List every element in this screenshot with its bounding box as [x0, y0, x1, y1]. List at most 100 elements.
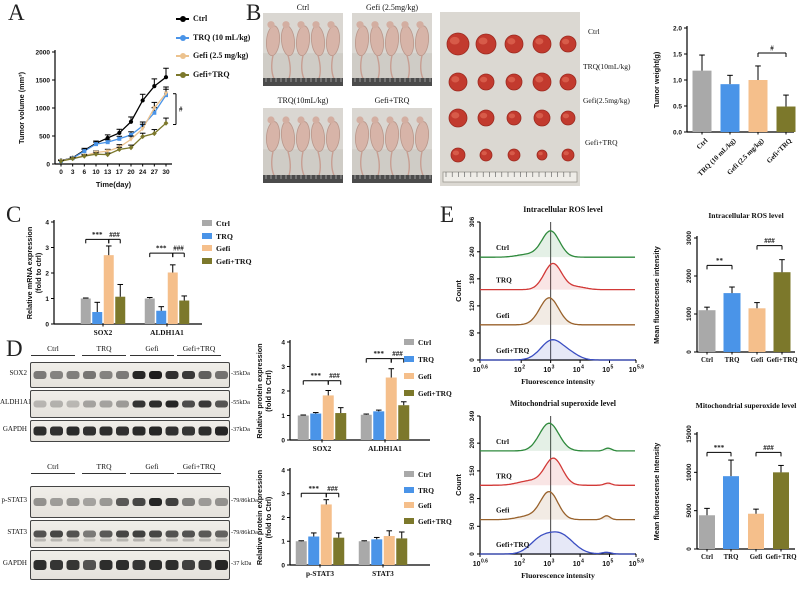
- mouse-photo-gefi: [352, 13, 432, 86]
- svg-text:180: 180: [469, 273, 476, 284]
- svg-text:TRQ: TRQ: [724, 554, 739, 561]
- blot-strip: [30, 362, 230, 388]
- svg-text:10: 10: [92, 169, 100, 176]
- legend-line-marker: [176, 71, 189, 78]
- mouse-photo-ctrl: [263, 13, 343, 86]
- protein-chart2-legend: Ctrl TRQ Gefi Gefi+TRQ: [404, 467, 452, 529]
- svg-text:Mean fluorescense intensity: Mean fluorescense intensity: [652, 245, 661, 344]
- panel-a-label: A: [8, 0, 25, 25]
- svg-text:(fold to ctrl): (fold to ctrl): [34, 252, 43, 293]
- svg-text:1: 1: [45, 296, 49, 303]
- legend-item: TRQ: [404, 483, 452, 499]
- legend-item: TRQ: [404, 351, 452, 368]
- blot-lane-underline: [82, 345, 126, 356]
- svg-text:Gefi: Gefi: [496, 506, 509, 515]
- svg-text:249: 249: [469, 410, 476, 421]
- legend-label: Gefi+TRQ: [418, 389, 452, 398]
- svg-text:***: ***: [714, 444, 725, 452]
- svg-text:Intracellular ROS level: Intracellular ROS level: [523, 205, 603, 214]
- legend-label: Gefi (2.5 mg/kg): [193, 51, 249, 60]
- legend-swatch: [404, 502, 414, 508]
- tumor-row-label-gefi: Gefi(2.5mg/kg): [583, 96, 630, 105]
- legend-label: Ctrl: [418, 470, 432, 479]
- legend-item: Gefi+TRQ: [202, 256, 252, 269]
- svg-text:5.9: 5.9: [637, 559, 644, 565]
- legend-label: Gefi: [418, 372, 432, 381]
- legend-label: TRQ: [418, 485, 435, 495]
- legend-swatch: [202, 257, 212, 264]
- svg-text:###: ###: [763, 444, 774, 452]
- svg-text:(fold to Ctrl): (fold to Ctrl): [264, 496, 273, 538]
- intracellular-ros-histograms: Intracellular ROS level 0 60 120 180 240 306 Co…: [454, 205, 644, 386]
- blot-kda-label: -79/86kDa: [231, 497, 258, 504]
- legend-swatch: [202, 232, 212, 239]
- blot-lane-header: Ctrl: [47, 462, 59, 471]
- svg-text:2: 2: [281, 388, 285, 395]
- blot-lane-header: Gefi: [145, 462, 159, 471]
- blot-strip: [30, 420, 230, 442]
- svg-text:120: 120: [469, 300, 476, 311]
- legend-label: Gefi: [418, 501, 432, 510]
- svg-text:0.5: 0.5: [673, 103, 682, 110]
- mouse-photo-gefitrq: [352, 108, 432, 183]
- svg-text:0: 0: [469, 552, 476, 556]
- svg-text:15000: 15000: [686, 425, 693, 443]
- svg-text:Count: Count: [454, 474, 463, 496]
- blot-lane-underline: [31, 345, 75, 356]
- svg-text:ALDH1A1: ALDH1A1: [368, 444, 402, 453]
- legend-line-marker: [176, 53, 189, 60]
- mito-superoxide-histograms: Mitochondrial superoxide level 0 50 100 150 2…: [454, 399, 644, 580]
- svg-text:Gefi+TRQ: Gefi+TRQ: [766, 357, 797, 364]
- panel-c-label: C: [6, 202, 22, 227]
- mouse-photo-label-ctrl: Ctrl: [296, 3, 310, 12]
- svg-text:###: ###: [327, 485, 338, 493]
- legend-item: Ctrl: [202, 218, 252, 231]
- legend-item: TRQ: [202, 231, 252, 244]
- svg-text:4: 4: [281, 339, 285, 346]
- svg-text:Ctrl: Ctrl: [701, 357, 713, 364]
- blot-kda-label: -55kDa: [231, 399, 250, 406]
- blot-kda-label: -79/86kDa: [231, 529, 258, 536]
- tumor-row-label-trq: TRQ(10mL/kg): [583, 62, 631, 71]
- svg-text:Fluorescence intensity: Fluorescence intensity: [521, 377, 595, 386]
- svg-text:0.6: 0.6: [481, 559, 488, 565]
- svg-text:Time(day): Time(day): [96, 180, 132, 189]
- blot-lane-header: TRQ: [96, 344, 112, 353]
- svg-text:0: 0: [281, 437, 285, 444]
- svg-text:Fluorescence intensity: Fluorescence intensity: [521, 571, 595, 580]
- svg-text:1000: 1000: [686, 307, 693, 322]
- svg-text:3: 3: [45, 245, 49, 252]
- svg-text:***: ***: [309, 485, 320, 493]
- svg-text:Relative protein expression: Relative protein expression: [255, 343, 264, 438]
- svg-text:(fold to Ctrl): (fold to Ctrl): [264, 370, 273, 412]
- svg-text:###: ###: [109, 231, 120, 239]
- svg-text:4: 4: [581, 559, 584, 565]
- svg-text:6: 6: [83, 169, 87, 176]
- legend-line-marker: [176, 34, 189, 41]
- panel-e-label: E: [440, 202, 455, 227]
- blot-antibody-label: ALDH1A1: [0, 398, 32, 406]
- blot-antibody-label: GAPDH: [2, 559, 27, 567]
- svg-text:0: 0: [686, 547, 693, 551]
- svg-text:0: 0: [46, 161, 50, 168]
- blot-strip: [30, 520, 230, 548]
- legend-item: Gefi: [202, 243, 252, 256]
- svg-text:p-STAT3: p-STAT3: [306, 569, 334, 578]
- blot-lane-header: Gefi: [145, 344, 159, 353]
- blot-lane-underline: [177, 463, 221, 474]
- legend-label: Gefi: [216, 244, 231, 253]
- legend-swatch: [202, 245, 212, 251]
- svg-text:1: 1: [281, 413, 285, 420]
- svg-text:Intracellular ROS level: Intracellular ROS level: [708, 211, 783, 220]
- legend-swatch: [404, 486, 414, 493]
- svg-text:3: 3: [552, 559, 555, 565]
- legend-item: Gefi+TRQ: [176, 66, 250, 85]
- svg-text:10: 10: [543, 367, 551, 374]
- mito-superoxide-bar-chart: Mitochondrial superoxide level 0 5000 10000…: [652, 401, 797, 561]
- legend-label: Ctrl: [216, 219, 230, 228]
- svg-text:10: 10: [473, 367, 481, 374]
- mrna-legend: Ctrl TRQ Gefi Gefi+TRQ: [202, 218, 252, 268]
- svg-text:4: 4: [281, 467, 285, 474]
- blot-antibody-label: SOX2: [9, 369, 27, 377]
- svg-text:100: 100: [469, 493, 476, 504]
